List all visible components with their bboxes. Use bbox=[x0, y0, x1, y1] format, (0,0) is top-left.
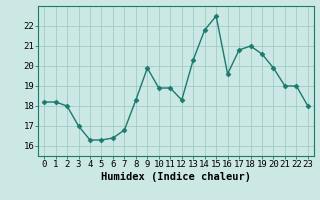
X-axis label: Humidex (Indice chaleur): Humidex (Indice chaleur) bbox=[101, 172, 251, 182]
